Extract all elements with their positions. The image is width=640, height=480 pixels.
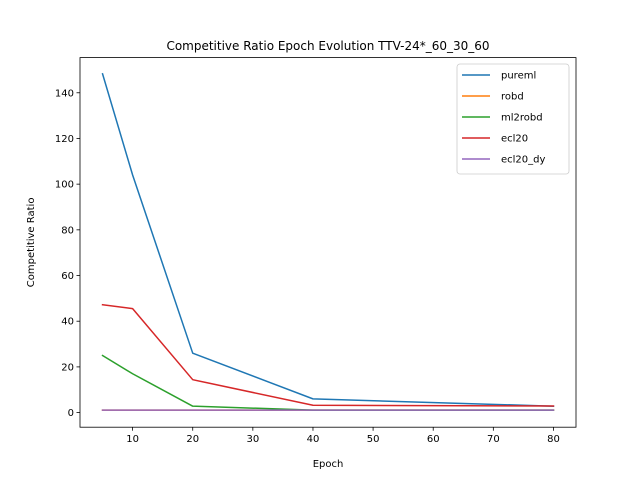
y-tick-label: 120 — [55, 134, 74, 145]
x-axis-ticks: 10 20 30 40 50 60 70 80 — [126, 427, 560, 445]
y-tick-label: 20 — [61, 362, 74, 373]
y-tick-label: 40 — [61, 317, 74, 328]
y-axis-label: Competitive Ratio — [26, 198, 37, 288]
legend-label-ecl20: ecl20 — [501, 134, 528, 145]
legend-label-ml2robd: ml2robd — [501, 113, 543, 124]
x-tick-label: 80 — [547, 434, 560, 445]
x-tick-label: 20 — [186, 434, 199, 445]
legend-box — [456, 63, 570, 175]
y-tick-label: 80 — [61, 225, 74, 236]
y-tick-label: 60 — [61, 271, 74, 282]
chart-title: Competitive Ratio Epoch Evolution TTV-24… — [166, 39, 489, 53]
x-tick-label: 70 — [487, 434, 500, 445]
x-tick-label: 40 — [307, 434, 320, 445]
series-line-pureml — [101, 72, 555, 407]
x-tick-label: 30 — [246, 434, 259, 445]
x-tick-label: 60 — [427, 434, 440, 445]
legend-label-robd: robd — [501, 92, 524, 103]
legend: pureml robd ml2robd ecl20 ecl20_dy — [456, 63, 570, 175]
legend-label-pureml: pureml — [501, 71, 536, 82]
x-axis-label: Epoch — [313, 459, 344, 470]
y-tick-label: 100 — [55, 180, 74, 191]
x-tick-label: 50 — [367, 434, 380, 445]
x-tick-label: 10 — [126, 434, 139, 445]
legend-label-ecl20_dy: ecl20_dy — [501, 155, 546, 166]
y-tick-label: 140 — [55, 88, 74, 99]
series-layer — [101, 72, 555, 411]
y-tick-label: 0 — [68, 408, 74, 419]
y-axis-ticks: 0 20 40 60 80 100 120 140 — [55, 88, 80, 419]
plot-frame — [79, 57, 577, 428]
series-line-ecl20 — [101, 303, 555, 407]
